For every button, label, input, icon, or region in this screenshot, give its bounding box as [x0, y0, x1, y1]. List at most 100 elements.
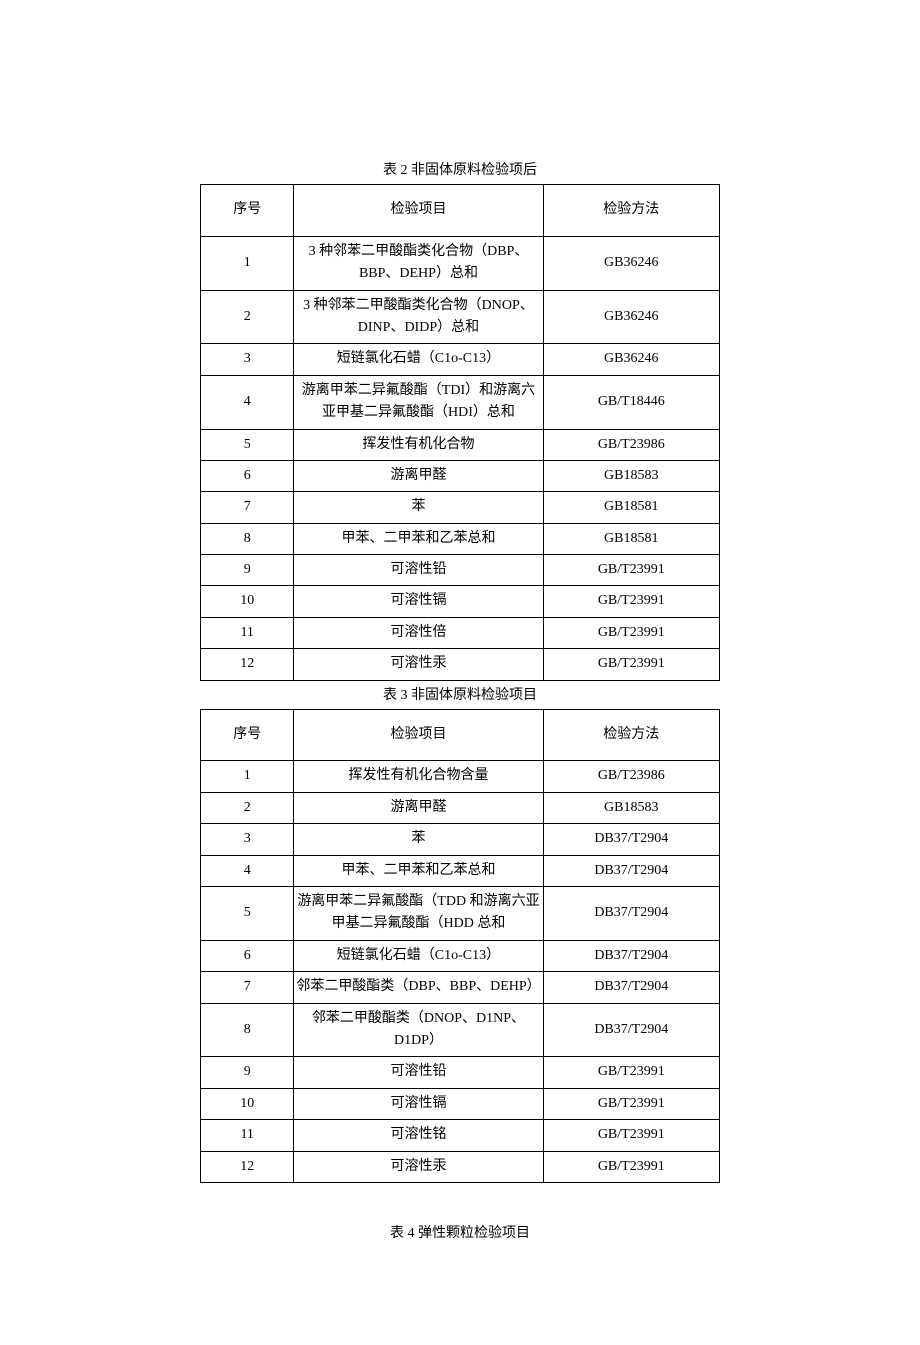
- table-cell: 1: [201, 761, 294, 792]
- table-row: 7邻苯二甲酸酯类（DBP、BBP、DEHP）DB37/T2904: [201, 972, 720, 1003]
- table-cell: GB18581: [543, 492, 719, 523]
- table-row: 4甲苯、二甲苯和乙苯总和DB37/T2904: [201, 855, 720, 886]
- table-cell: GB18583: [543, 792, 719, 823]
- table-cell: 11: [201, 617, 294, 648]
- table-row: 5挥发性有机化合物GB/T23986: [201, 429, 720, 460]
- table-cell: 9: [201, 1057, 294, 1088]
- table-cell: 5: [201, 886, 294, 940]
- table-cell: 挥发性有机化合物: [294, 429, 543, 460]
- table-row: 5游离甲苯二异氟酸酯（TDD 和游离六亚甲基二异氟酸酯（HDD 总和DB37/T…: [201, 886, 720, 940]
- table-cell: GB/T23991: [543, 617, 719, 648]
- table-row: 7苯GB18581: [201, 492, 720, 523]
- table-cell: 7: [201, 492, 294, 523]
- table-cell: DB37/T2904: [543, 886, 719, 940]
- table-2-title: 表 2 非固体原料检验项后: [200, 160, 720, 182]
- table-3-header-num: 序号: [201, 710, 294, 761]
- table-cell: 苯: [294, 824, 543, 855]
- table-row: 10可溶性镉GB/T23991: [201, 586, 720, 617]
- table-cell: 短链氯化石蜡（C1o-C13）: [294, 940, 543, 971]
- table-cell: 甲苯、二甲苯和乙苯总和: [294, 855, 543, 886]
- table-cell: GB/T23991: [543, 1120, 719, 1151]
- table-cell: GB36246: [543, 290, 719, 344]
- table-cell: 可溶性汞: [294, 1151, 543, 1182]
- table-cell: 12: [201, 1151, 294, 1182]
- table-row: 9可溶性铅GB/T23991: [201, 1057, 720, 1088]
- table-cell: DB37/T2904: [543, 824, 719, 855]
- table-cell: GB18581: [543, 523, 719, 554]
- table-cell: 11: [201, 1120, 294, 1151]
- table-3-header-item: 检验项目: [294, 710, 543, 761]
- table-row: 23 种邻苯二甲酸酯类化合物（DNOP、DINP、DIDP）总和GB36246: [201, 290, 720, 344]
- table-cell: 可溶性汞: [294, 649, 543, 680]
- table-cell: 可溶性镉: [294, 586, 543, 617]
- table-row: 8甲苯、二甲苯和乙苯总和GB18581: [201, 523, 720, 554]
- table-row: 1挥发性有机化合物含量GB/T23986: [201, 761, 720, 792]
- table-row: 3苯DB37/T2904: [201, 824, 720, 855]
- table-cell: GB/T18446: [543, 375, 719, 429]
- table-cell: GB18583: [543, 460, 719, 491]
- table-cell: 游离甲醛: [294, 792, 543, 823]
- table-cell: DB37/T2904: [543, 855, 719, 886]
- table-row: 4游离甲苯二异氟酸酯（TDI）和游离六亚甲基二异氟酸酯（HDI）总和GB/T18…: [201, 375, 720, 429]
- table-cell: GB/T23991: [543, 1088, 719, 1119]
- table-cell: GB/T23986: [543, 761, 719, 792]
- table-cell: 3: [201, 344, 294, 375]
- table-row: 12可溶性汞GB/T23991: [201, 649, 720, 680]
- table-2-header-method: 检验方法: [543, 185, 719, 236]
- table-cell: 可溶性铅: [294, 555, 543, 586]
- table-row: 12可溶性汞GB/T23991: [201, 1151, 720, 1182]
- table-cell: 1: [201, 236, 294, 290]
- table-cell: 3 种邻苯二甲酸酯类化合物（DBP、BBP、DEHP）总和: [294, 236, 543, 290]
- table-cell: 3: [201, 824, 294, 855]
- table-cell: 可溶性镉: [294, 1088, 543, 1119]
- table-cell: 6: [201, 460, 294, 491]
- table-cell: 4: [201, 855, 294, 886]
- table-cell: 2: [201, 290, 294, 344]
- table-cell: DB37/T2904: [543, 1003, 719, 1057]
- table-cell: GB/T23991: [543, 649, 719, 680]
- table-2-body: 13 种邻苯二甲酸酯类化合物（DBP、BBP、DEHP）总和GB3624623 …: [201, 236, 720, 680]
- table-cell: 邻苯二甲酸酯类（DBP、BBP、DEHP）: [294, 972, 543, 1003]
- table-cell: 4: [201, 375, 294, 429]
- table-cell: 可溶性铅: [294, 1057, 543, 1088]
- table-row: 13 种邻苯二甲酸酯类化合物（DBP、BBP、DEHP）总和GB36246: [201, 236, 720, 290]
- table-cell: GB/T23986: [543, 429, 719, 460]
- table-row: 10可溶性镉GB/T23991: [201, 1088, 720, 1119]
- table-cell: 6: [201, 940, 294, 971]
- table-cell: 可溶性倍: [294, 617, 543, 648]
- table-3: 序号 检验项目 检验方法 1挥发性有机化合物含量GB/T239862游离甲醛GB…: [200, 709, 720, 1183]
- table-cell: DB37/T2904: [543, 940, 719, 971]
- table-cell: 8: [201, 523, 294, 554]
- table-cell: 10: [201, 1088, 294, 1119]
- table-row: 8邻苯二甲酸酯类（DNOP、D1NP、D1DP）DB37/T2904: [201, 1003, 720, 1057]
- table-cell: GB/T23991: [543, 1057, 719, 1088]
- table-row: 11可溶性铭GB/T23991: [201, 1120, 720, 1151]
- table-cell: 可溶性铭: [294, 1120, 543, 1151]
- table-cell: 苯: [294, 492, 543, 523]
- table-row: 6短链氯化石蜡（C1o-C13）DB37/T2904: [201, 940, 720, 971]
- table-3-body: 1挥发性有机化合物含量GB/T239862游离甲醛GB185833苯DB37/T…: [201, 761, 720, 1182]
- table-row: 6游离甲醛GB18583: [201, 460, 720, 491]
- table-3-header-method: 检验方法: [543, 710, 719, 761]
- table-cell: 7: [201, 972, 294, 1003]
- table-cell: 8: [201, 1003, 294, 1057]
- table-cell: 12: [201, 649, 294, 680]
- table-cell: 2: [201, 792, 294, 823]
- table-cell: 游离甲苯二异氟酸酯（TDI）和游离六亚甲基二异氟酸酯（HDI）总和: [294, 375, 543, 429]
- table-cell: 邻苯二甲酸酯类（DNOP、D1NP、D1DP）: [294, 1003, 543, 1057]
- table-cell: GB/T23991: [543, 1151, 719, 1182]
- table-cell: 10: [201, 586, 294, 617]
- table-cell: 游离甲醛: [294, 460, 543, 491]
- table-cell: 3 种邻苯二甲酸酯类化合物（DNOP、DINP、DIDP）总和: [294, 290, 543, 344]
- table-cell: 5: [201, 429, 294, 460]
- table-cell: 游离甲苯二异氟酸酯（TDD 和游离六亚甲基二异氟酸酯（HDD 总和: [294, 886, 543, 940]
- table-3-title: 表 3 非固体原料检验项目: [200, 685, 720, 707]
- table-4-title: 表 4 弹性颗粒检验项目: [200, 1223, 720, 1245]
- table-row: 11可溶性倍GB/T23991: [201, 617, 720, 648]
- table-2-header-item: 检验项目: [294, 185, 543, 236]
- table-cell: GB36246: [543, 344, 719, 375]
- table-cell: GB36246: [543, 236, 719, 290]
- table-2-header-num: 序号: [201, 185, 294, 236]
- table-cell: GB/T23991: [543, 586, 719, 617]
- table-cell: GB/T23991: [543, 555, 719, 586]
